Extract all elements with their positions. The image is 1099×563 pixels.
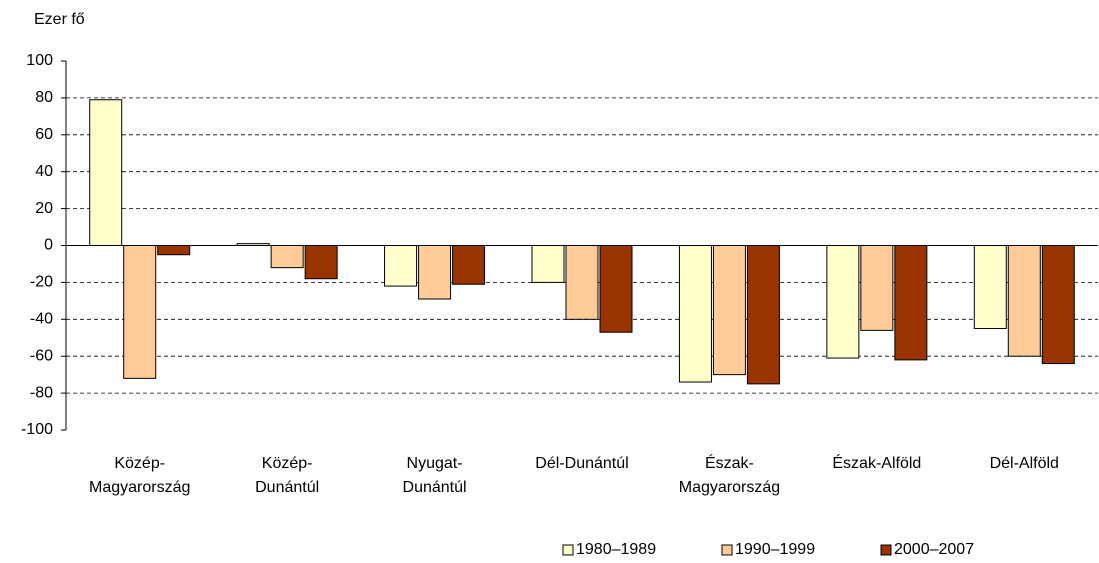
x-tick-label: Dél-Dunántúl xyxy=(535,455,629,472)
bar xyxy=(304,245,338,280)
x-tick-label: Dél-Alföld xyxy=(989,455,1059,472)
bar xyxy=(894,245,928,361)
bar xyxy=(89,99,123,247)
y-tick-label: 20 xyxy=(35,200,53,217)
bar xyxy=(973,245,1007,330)
bar xyxy=(1041,245,1075,365)
legend-label: 1990–1999 xyxy=(735,541,815,558)
y-tick-label: 60 xyxy=(35,126,53,143)
bar xyxy=(384,245,418,287)
y-tick-label: 80 xyxy=(35,89,53,106)
legend-swatch xyxy=(721,544,733,556)
bar xyxy=(123,245,157,379)
bar xyxy=(599,245,633,333)
x-tick-label: Közép- Dunántúl xyxy=(255,455,320,496)
x-tick-label: Észak- Magyarország xyxy=(678,455,781,496)
x-tick-label: Nyugat- Dunántúl xyxy=(402,455,467,496)
bar xyxy=(157,245,191,256)
bar xyxy=(565,245,599,320)
bar xyxy=(270,245,304,269)
legend-label: 1980–1989 xyxy=(576,541,656,558)
y-tick-label: -60 xyxy=(30,347,53,364)
bar xyxy=(418,245,452,300)
y-tick-label: -80 xyxy=(30,384,53,401)
bar xyxy=(531,245,565,283)
y-tick-label: -40 xyxy=(30,311,53,328)
y-tick-label: 0 xyxy=(44,237,53,254)
legend-swatch xyxy=(880,544,892,556)
x-tick-label: Észak-Alföld xyxy=(832,455,922,472)
bar xyxy=(1007,245,1041,357)
legend-swatch xyxy=(562,544,574,556)
y-axis-label: Ezer fő xyxy=(34,11,85,28)
y-tick-label: 40 xyxy=(35,163,53,180)
x-tick-label: Közép- Magyarország xyxy=(89,455,191,496)
bar xyxy=(860,245,894,331)
bar xyxy=(712,245,746,376)
bar xyxy=(746,245,780,385)
bar xyxy=(678,245,712,383)
y-tick-label: -20 xyxy=(30,274,53,291)
y-tick-label: -100 xyxy=(21,421,53,438)
bar xyxy=(452,245,486,285)
y-tick-label: 100 xyxy=(26,52,53,69)
legend-label: 2000–2007 xyxy=(894,541,974,558)
bar xyxy=(826,245,860,359)
